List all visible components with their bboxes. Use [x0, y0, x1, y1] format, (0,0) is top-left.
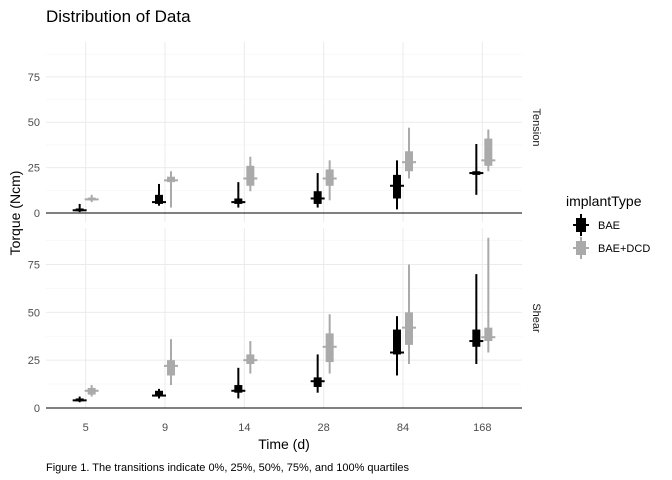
quantile-mark-bae [72, 396, 87, 403]
legend-key-bae-dcd: BAE+DCD [573, 237, 650, 259]
quantile-mark-bae-dcd [243, 341, 258, 374]
y-tick-label: 25 [28, 163, 40, 175]
facet-strip-label: Shear [530, 303, 542, 333]
figure-caption: Figure 1. The transitions indicate 0%, 2… [46, 462, 410, 474]
quantile-mark-bae [310, 354, 325, 393]
y-tick-label: 50 [28, 117, 40, 129]
quantile-mark-bae-dcd [322, 314, 337, 374]
quantile-mark-bae-dcd [84, 194, 99, 203]
legend: implantType BAE BAE+DCD [566, 193, 650, 259]
x-tick-label: 168 [473, 422, 491, 434]
quantile-mark-bae [469, 274, 484, 364]
x-axis-title: Time (d) [258, 436, 310, 452]
legend-title: implantType [566, 193, 642, 209]
x-tick-label: 28 [318, 422, 330, 434]
y-tick-label: 50 [28, 307, 40, 319]
quantile-mark-bae-dcd [84, 385, 99, 397]
x-tick-label: 5 [83, 422, 89, 434]
quantile-mark-bae [231, 367, 246, 399]
x-tick-label: 14 [238, 422, 250, 434]
y-tick-label: 25 [28, 355, 40, 367]
y-tick-label: 75 [28, 72, 40, 84]
y-tick-label: 0 [34, 403, 40, 415]
interquartile-bar [246, 165, 255, 186]
quantile-mark-bae [469, 144, 484, 195]
quantile-mark-bae [390, 160, 404, 210]
interquartile-bar [472, 329, 481, 347]
quantile-mark-bae [72, 203, 87, 213]
quantile-mark-bae-dcd [164, 339, 178, 386]
interquartile-bar [484, 138, 493, 166]
quantile-mark-bae-dcd [322, 160, 337, 201]
quantile-mark-bae-dcd [243, 156, 258, 192]
legend-keys: BAE BAE+DCD [573, 214, 650, 259]
legend-label: BAE+DCD [598, 243, 650, 255]
y-tick-label: 75 [28, 260, 40, 272]
panel-shear: 0 25 50 75 Shear [28, 228, 542, 415]
chart-panels: 0 25 50 75 Tension 0 25 50 75 Shear [28, 42, 542, 415]
facet-strip-label: Tension [530, 109, 542, 147]
chart-title: Distribution of Data [46, 7, 191, 26]
quantile-mark-bae-dcd [402, 127, 416, 179]
y-tick-label: 0 [34, 208, 40, 220]
quantile-mark-bae [231, 182, 246, 208]
interquartile-bar [155, 194, 163, 204]
quantile-mark-bae-dcd [402, 264, 416, 364]
legend-key-bae: BAE [573, 214, 620, 236]
interquartile-bar [155, 390, 163, 397]
quantile-mark-bae-dcd [481, 237, 496, 353]
y-axis-title: Torque (Ncm) [7, 171, 23, 256]
interquartile-bar [393, 329, 401, 355]
quantile-mark-bae [310, 173, 325, 208]
interquartile-bar [167, 360, 175, 376]
quantile-mark-bae-dcd [164, 171, 178, 208]
panel-tension: 0 25 50 75 Tension [28, 42, 542, 222]
x-tick-label: 84 [397, 422, 409, 434]
quantile-mark-bae [152, 388, 166, 399]
quantile-mark-bae [390, 316, 404, 376]
interquartile-bar [484, 327, 493, 342]
x-tick-label: 9 [162, 422, 168, 434]
legend-label: BAE [598, 220, 620, 232]
quantile-mark-bae [152, 183, 166, 206]
quantile-mark-bae-dcd [481, 129, 496, 172]
x-tick-labels: 5 9 14 28 84 168 [83, 422, 492, 434]
interquartile-bar [234, 385, 243, 393]
